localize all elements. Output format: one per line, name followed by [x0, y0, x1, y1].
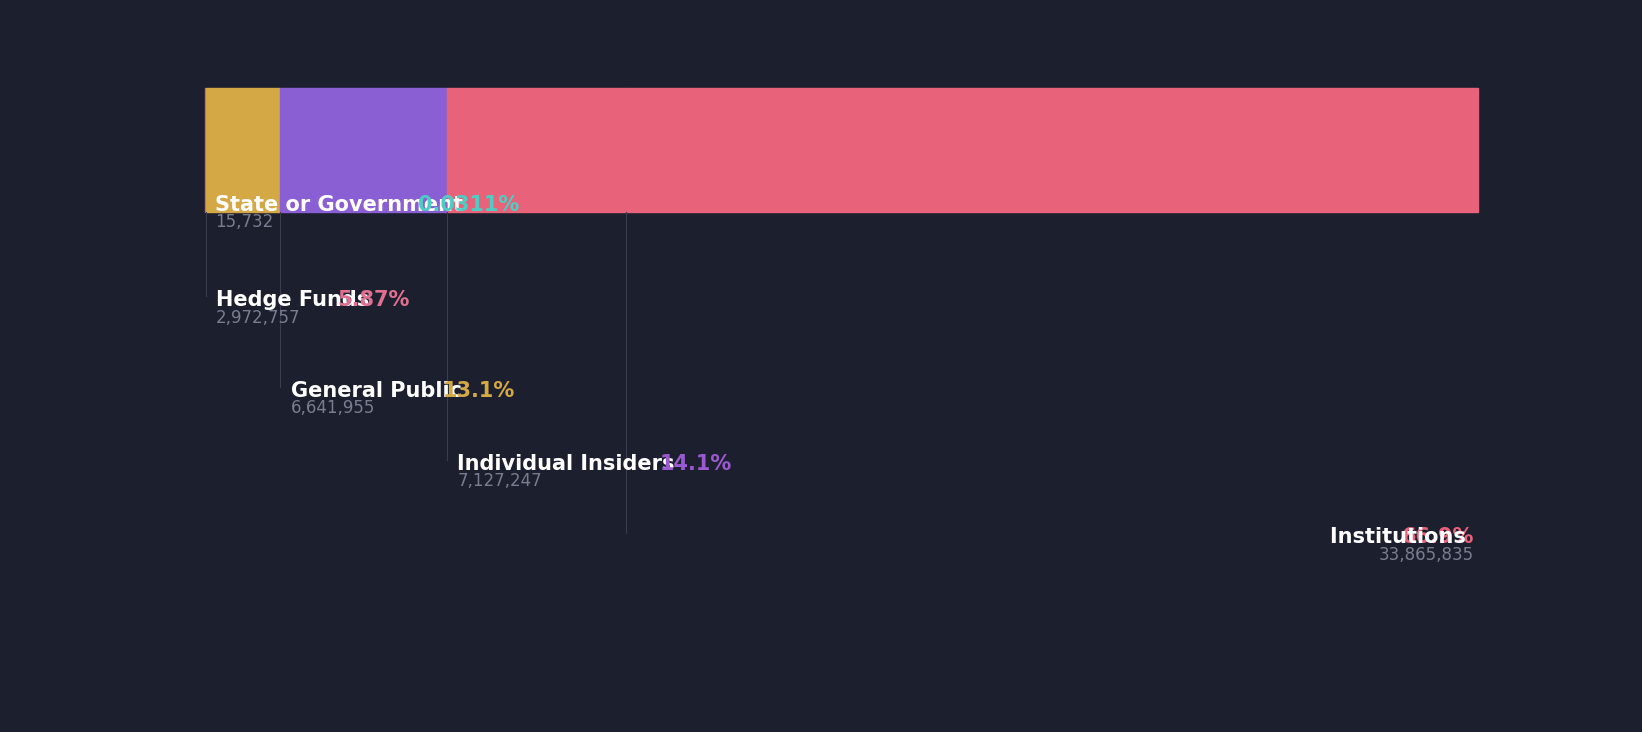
Bar: [627, 88, 1478, 212]
Text: Individual Insiders: Individual Insiders: [456, 454, 681, 474]
Text: 7,127,247: 7,127,247: [456, 472, 542, 490]
Bar: [205, 88, 281, 212]
Text: 13.1%: 13.1%: [443, 381, 516, 400]
Text: 14.1%: 14.1%: [660, 454, 732, 474]
Text: Institutions: Institutions: [1330, 527, 1473, 548]
Text: 2,972,757: 2,972,757: [215, 309, 300, 326]
Bar: [447, 88, 627, 212]
Text: 5.87%: 5.87%: [338, 291, 410, 310]
Text: 15,732: 15,732: [215, 213, 274, 231]
Text: 66.9%: 66.9%: [1402, 527, 1475, 548]
Bar: [281, 88, 447, 212]
Text: State or Government: State or Government: [215, 195, 471, 214]
Text: 33,865,835: 33,865,835: [1379, 545, 1475, 564]
Text: 6,641,955: 6,641,955: [291, 399, 374, 417]
Text: General Public: General Public: [291, 381, 468, 400]
Text: Hedge Funds: Hedge Funds: [215, 291, 376, 310]
Text: 0.0311%: 0.0311%: [419, 195, 519, 214]
